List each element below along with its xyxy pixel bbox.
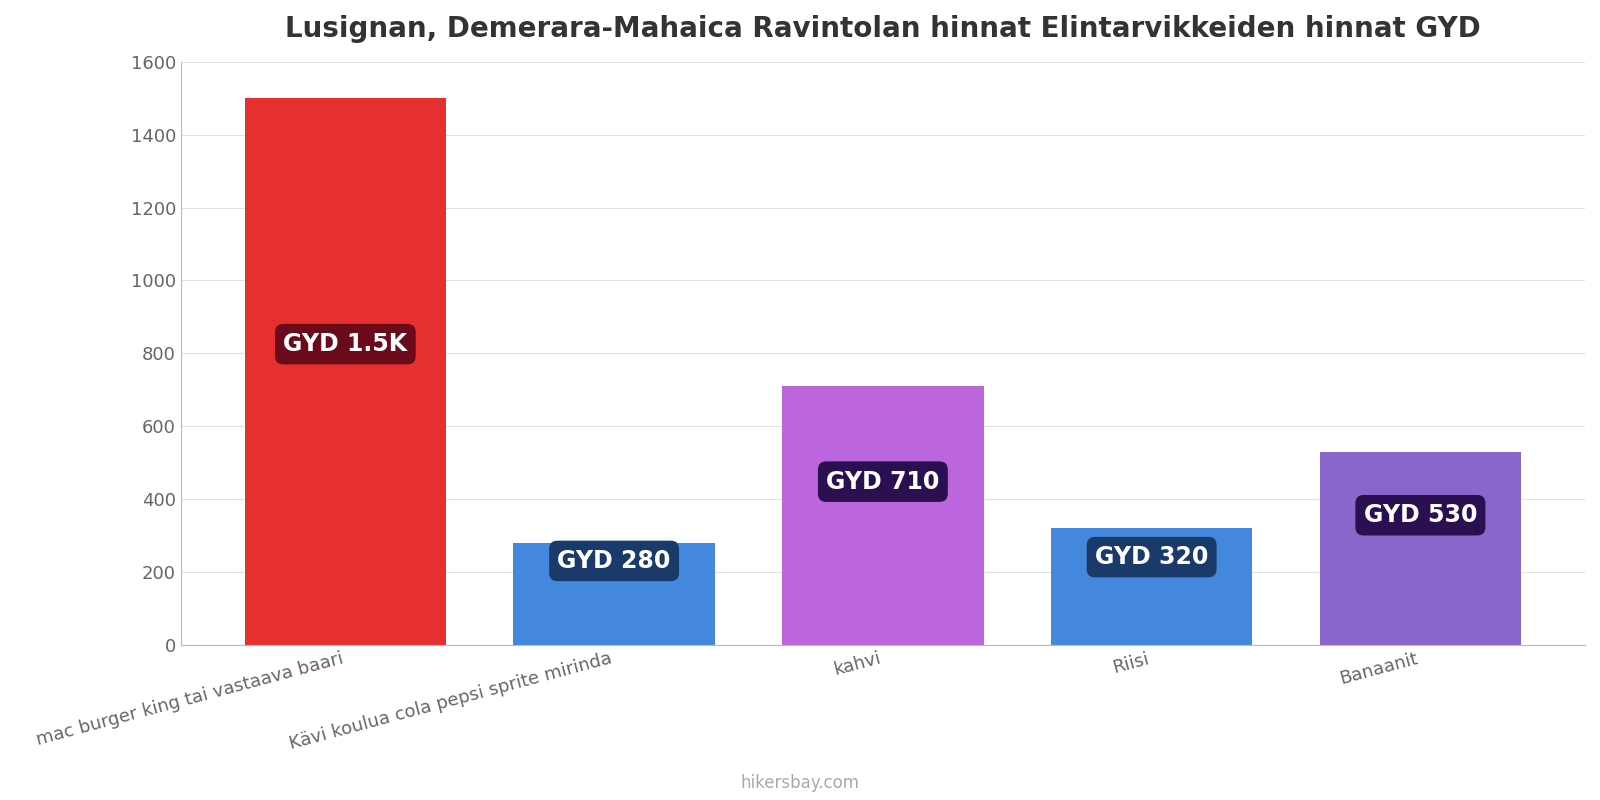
Title: Lusignan, Demerara-Mahaica Ravintolan hinnat Elintarvikkeiden hinnat GYD: Lusignan, Demerara-Mahaica Ravintolan hi… [285,15,1480,43]
Text: GYD 530: GYD 530 [1363,503,1477,527]
Bar [1320,451,1522,645]
Text: GYD 1.5K: GYD 1.5K [283,332,408,356]
Text: GYD 320: GYD 320 [1094,545,1208,569]
Bar [245,98,446,645]
Text: GYD 710: GYD 710 [826,470,939,494]
Text: GYD 280: GYD 280 [557,549,670,573]
Bar [782,386,984,645]
Text: hikersbay.com: hikersbay.com [741,774,859,792]
Bar [1051,528,1253,645]
Bar [514,542,715,645]
